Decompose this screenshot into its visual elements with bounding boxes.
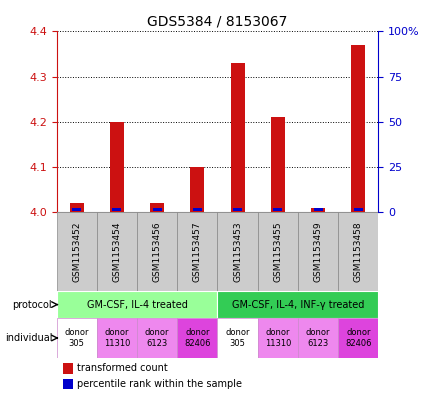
Text: GSM1153456: GSM1153456 [152,221,161,282]
Bar [310,208,324,212]
Bar [217,318,257,358]
Text: donor
11310: donor 11310 [103,328,130,348]
Bar [233,208,241,211]
Bar [257,212,297,291]
Bar [217,212,257,291]
Bar [56,291,217,318]
Bar [297,212,338,291]
Text: GSM1153458: GSM1153458 [353,221,362,282]
Bar [56,212,97,291]
Text: GSM1153452: GSM1153452 [72,221,81,282]
Bar [69,203,83,212]
Text: GM-CSF, IL-4, INF-γ treated: GM-CSF, IL-4, INF-γ treated [231,299,363,310]
Text: donor
6123: donor 6123 [305,328,329,348]
Bar [96,212,137,291]
Bar [297,318,338,358]
Bar [177,212,217,291]
Bar [338,212,378,291]
Text: donor
6123: donor 6123 [145,328,169,348]
Bar [152,208,161,211]
Bar [338,318,378,358]
Bar [150,203,164,212]
Text: percentile rank within the sample: percentile rank within the sample [76,379,241,389]
Bar [273,208,282,211]
Bar [63,363,73,373]
Bar [96,318,137,358]
Text: protocol: protocol [13,299,52,310]
Text: donor
82406: donor 82406 [344,328,371,348]
Bar [137,318,177,358]
Text: donor
305: donor 305 [225,328,249,348]
Bar [217,291,378,318]
Text: donor
82406: donor 82406 [184,328,210,348]
Bar [353,208,362,211]
Bar [72,208,81,211]
Bar [110,122,124,212]
Text: donor
305: donor 305 [64,328,89,348]
Text: individual: individual [5,333,52,343]
Text: GSM1153459: GSM1153459 [313,221,322,282]
Text: donor
11310: donor 11310 [264,328,290,348]
Bar [112,208,121,211]
Bar [257,318,297,358]
Title: GDS5384 / 8153067: GDS5384 / 8153067 [147,15,287,29]
Text: GM-CSF, IL-4 treated: GM-CSF, IL-4 treated [86,299,187,310]
Bar [56,318,97,358]
Bar [190,167,204,212]
Bar [313,208,322,211]
Bar [193,208,201,211]
Text: GSM1153457: GSM1153457 [192,221,201,282]
Text: GSM1153453: GSM1153453 [233,221,242,282]
Text: transformed count: transformed count [76,363,167,373]
Bar [177,318,217,358]
Bar [137,212,177,291]
Bar [351,45,365,212]
Bar [270,118,284,212]
Bar [63,379,73,389]
Text: GSM1153455: GSM1153455 [273,221,282,282]
Text: GSM1153454: GSM1153454 [112,221,121,282]
Bar [230,63,244,212]
